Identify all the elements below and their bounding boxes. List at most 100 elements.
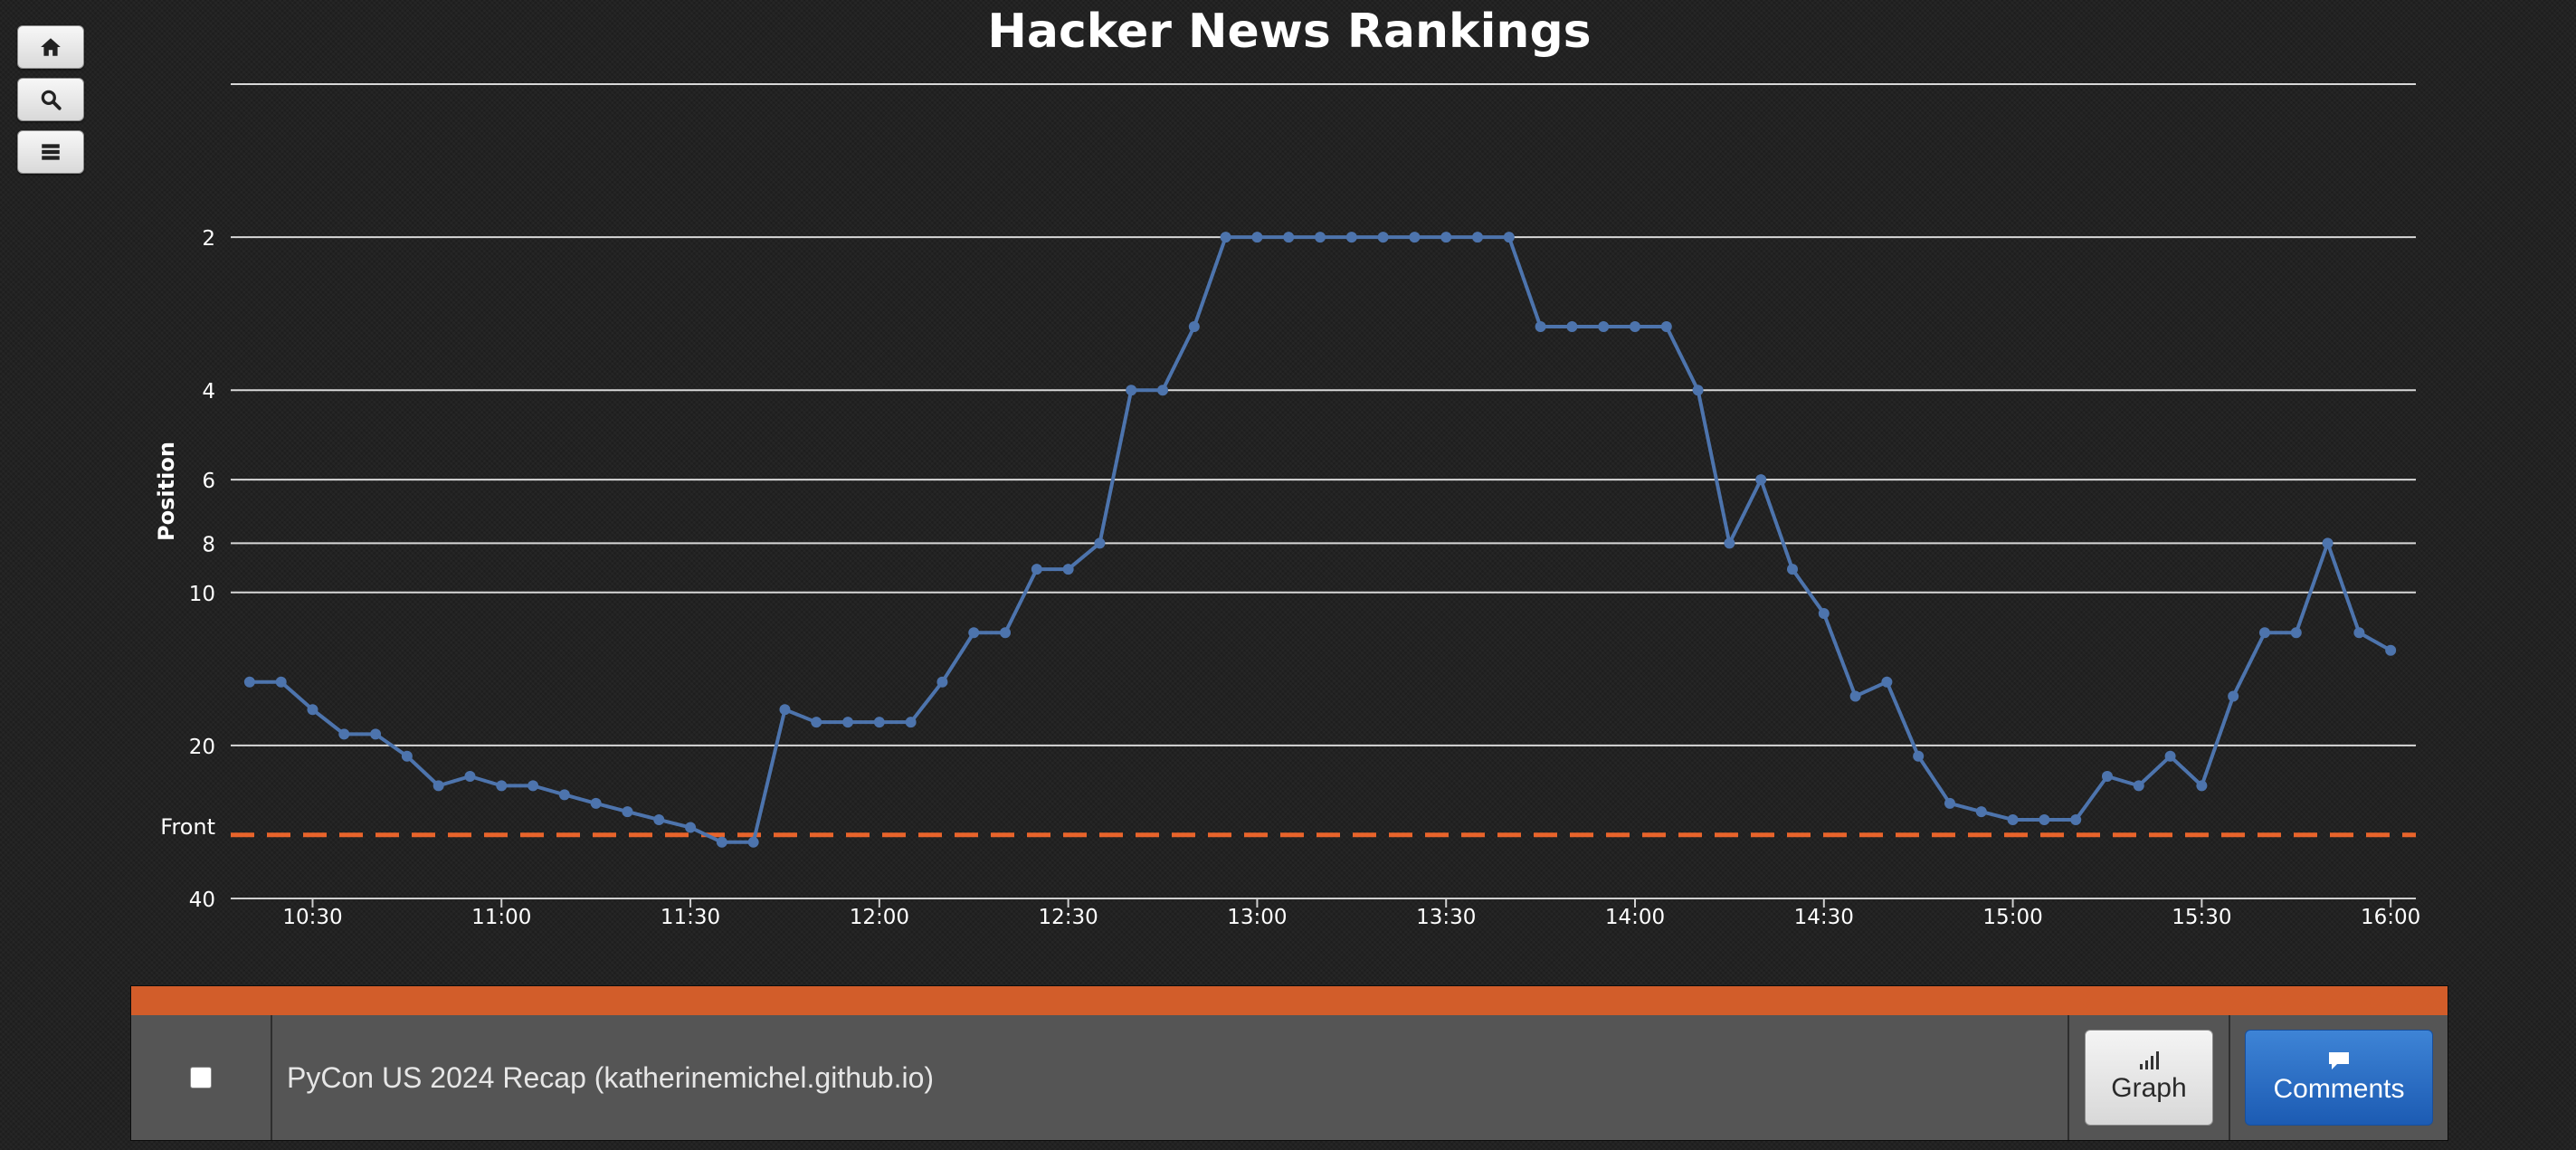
data-point xyxy=(622,806,633,818)
data-point xyxy=(905,717,917,728)
x-tick-label: 11:00 xyxy=(471,906,531,929)
data-point xyxy=(2133,780,2144,792)
data-point xyxy=(1786,564,1798,575)
data-point xyxy=(1535,321,1546,333)
data-point xyxy=(2385,644,2397,656)
data-point xyxy=(873,717,885,728)
speech-bubble-icon xyxy=(2329,1052,2349,1069)
search-button[interactable] xyxy=(17,78,84,121)
bar-chart-icon xyxy=(2140,1051,2159,1069)
data-point xyxy=(1944,797,1955,809)
data-point xyxy=(2290,627,2302,639)
y-tick-label: 8 xyxy=(202,533,215,556)
panel-header-stripe xyxy=(131,986,2448,1015)
ranking-chart: Hacker News Rankings Position 2 4 6 8 10 20 40… xyxy=(154,5,2420,929)
select-cell xyxy=(131,1015,272,1140)
data-point xyxy=(1377,232,1389,243)
data-point xyxy=(653,813,665,825)
data-point xyxy=(1062,564,1074,575)
data-point xyxy=(1094,537,1106,549)
data-point xyxy=(464,770,476,782)
y-tick-label: 6 xyxy=(202,470,215,493)
story-title[interactable]: PyCon US 2024 Recap (katherinemichel.git… xyxy=(272,1015,2069,1140)
data-point xyxy=(338,728,350,740)
story-panel: PyCon US 2024 Recap (katherinemichel.git… xyxy=(130,985,2448,1141)
data-point xyxy=(1188,321,1200,333)
series-line xyxy=(249,235,2392,844)
data-point xyxy=(716,836,727,848)
y-axis-label: Position xyxy=(154,442,179,541)
data-point xyxy=(1220,232,1231,243)
data-point xyxy=(2322,537,2334,549)
data-point xyxy=(2070,813,2082,825)
graph-button-label: Graph xyxy=(2111,1073,2187,1103)
data-point xyxy=(1849,690,1861,702)
x-tick-label: 15:00 xyxy=(1982,906,2042,929)
data-point xyxy=(1598,321,1610,333)
graph-button[interactable]: Graph xyxy=(2085,1030,2213,1126)
data-point xyxy=(558,789,570,801)
y-tick-label: 4 xyxy=(202,380,215,404)
data-point xyxy=(307,704,318,716)
x-tick-label: 10:30 xyxy=(282,906,342,929)
data-point xyxy=(1913,750,1925,762)
data-point xyxy=(936,676,948,688)
data-point xyxy=(2228,690,2239,702)
data-point xyxy=(685,822,697,833)
data-point xyxy=(2007,813,2019,825)
data-point xyxy=(243,676,255,688)
data-point xyxy=(1692,385,1704,396)
y-tick-label: 10 xyxy=(189,583,215,606)
data-point xyxy=(1881,676,1893,688)
data-point xyxy=(2101,770,2113,782)
data-point xyxy=(747,836,759,848)
data-point xyxy=(1409,232,1421,243)
comments-button[interactable]: Comments xyxy=(2245,1030,2433,1126)
data-point xyxy=(1440,232,1452,243)
data-point xyxy=(1975,806,1987,818)
data-point xyxy=(1031,564,1042,575)
data-point xyxy=(496,780,508,792)
data-point xyxy=(1755,474,1767,486)
data-point xyxy=(1472,232,1484,243)
data-point xyxy=(528,780,539,792)
y-tick-label: 40 xyxy=(189,889,215,912)
data-point xyxy=(275,676,287,688)
data-point xyxy=(590,797,602,809)
home-icon xyxy=(41,38,61,56)
list-button[interactable] xyxy=(17,130,84,174)
data-point xyxy=(811,717,822,728)
data-point xyxy=(1630,321,1641,333)
x-tick-label: 12:30 xyxy=(1038,906,1098,929)
chart-title: Hacker News Rankings xyxy=(987,5,1591,59)
data-point xyxy=(1660,321,1672,333)
front-line-label: Front xyxy=(160,814,215,840)
data-point xyxy=(401,750,413,762)
data-point xyxy=(2164,750,2176,762)
data-point xyxy=(1251,232,1263,243)
data-point xyxy=(1157,385,1169,396)
data-point xyxy=(2039,813,2050,825)
x-tick-label: 13:30 xyxy=(1416,906,1476,929)
x-tick-label: 14:30 xyxy=(1794,906,1854,929)
x-tick-label: 11:30 xyxy=(661,906,720,929)
search-icon xyxy=(41,90,62,110)
data-point xyxy=(968,627,980,639)
data-point xyxy=(1000,627,1012,639)
x-tick-label: 15:30 xyxy=(2172,906,2231,929)
data-point xyxy=(1315,232,1326,243)
x-tick-label: 12:00 xyxy=(850,906,909,929)
home-button[interactable] xyxy=(17,25,84,69)
data-point xyxy=(2258,627,2270,639)
data-point xyxy=(370,728,382,740)
data-point xyxy=(1345,232,1357,243)
data-point xyxy=(1283,232,1295,243)
data-point xyxy=(1724,537,1735,549)
data-point xyxy=(2196,780,2208,792)
data-point xyxy=(1503,232,1515,243)
data-point xyxy=(779,704,791,716)
comments-button-label: Comments xyxy=(2273,1074,2405,1104)
list-icon xyxy=(42,144,60,160)
data-point xyxy=(1818,608,1830,620)
story-checkbox[interactable] xyxy=(190,1067,212,1088)
